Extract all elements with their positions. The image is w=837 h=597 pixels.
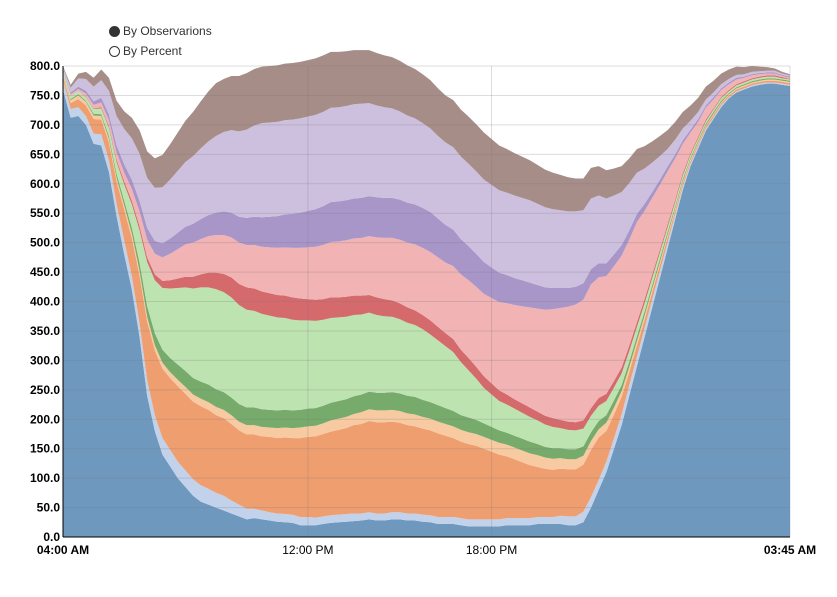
area-series-9 xyxy=(63,68,790,310)
area-series-8 xyxy=(63,70,790,423)
area-series-1 xyxy=(63,83,790,537)
y-tick-label-12: 600.0 xyxy=(30,177,60,191)
y-tick-label-11: 550.0 xyxy=(30,206,60,220)
y-tick-label-1: 50.0 xyxy=(37,501,61,515)
x-tick-label-2: 18:00 PM xyxy=(466,543,517,557)
area-series-10 xyxy=(63,67,790,288)
y-tick-label-4: 200.0 xyxy=(30,412,60,426)
area-series-11 xyxy=(63,50,790,212)
x-tick-label-0: 04:00 AM xyxy=(37,543,89,557)
y-tick-label-13: 650.0 xyxy=(30,147,60,161)
y-tick-label-6: 300.0 xyxy=(30,353,60,367)
area-series-3 xyxy=(63,76,790,520)
legend-label-by-observations: By Observarions xyxy=(123,24,212,38)
radio-empty-icon xyxy=(109,45,120,57)
y-tick-label-10: 500.0 xyxy=(30,236,60,250)
area-series-6 xyxy=(63,71,790,450)
radio-filled-icon xyxy=(109,25,120,37)
legend-option-by-observations[interactable]: By Observarions xyxy=(109,24,212,38)
y-tick-label-14: 700.0 xyxy=(30,118,60,132)
y-tick-label-9: 450.0 xyxy=(30,265,60,279)
y-tick-label-15: 750.0 xyxy=(30,88,60,102)
legend-option-by-percent[interactable]: By Percent xyxy=(109,44,182,58)
y-tick-label-7: 350.0 xyxy=(30,324,60,338)
x-tick-label-3: 03:45 AM xyxy=(764,543,816,557)
y-tick-label-2: 100.0 xyxy=(30,471,60,485)
x-tick-label-1: 12:00 PM xyxy=(282,543,333,557)
legend-label-by-percent: By Percent xyxy=(123,44,182,58)
y-tick-label-5: 250.0 xyxy=(30,383,60,397)
y-tick-label-3: 150.0 xyxy=(30,442,60,456)
y-tick-label-0: 0.0 xyxy=(43,530,60,544)
y-tick-label-16: 800.0 xyxy=(30,59,60,73)
y-tick-label-8: 400.0 xyxy=(30,295,60,309)
